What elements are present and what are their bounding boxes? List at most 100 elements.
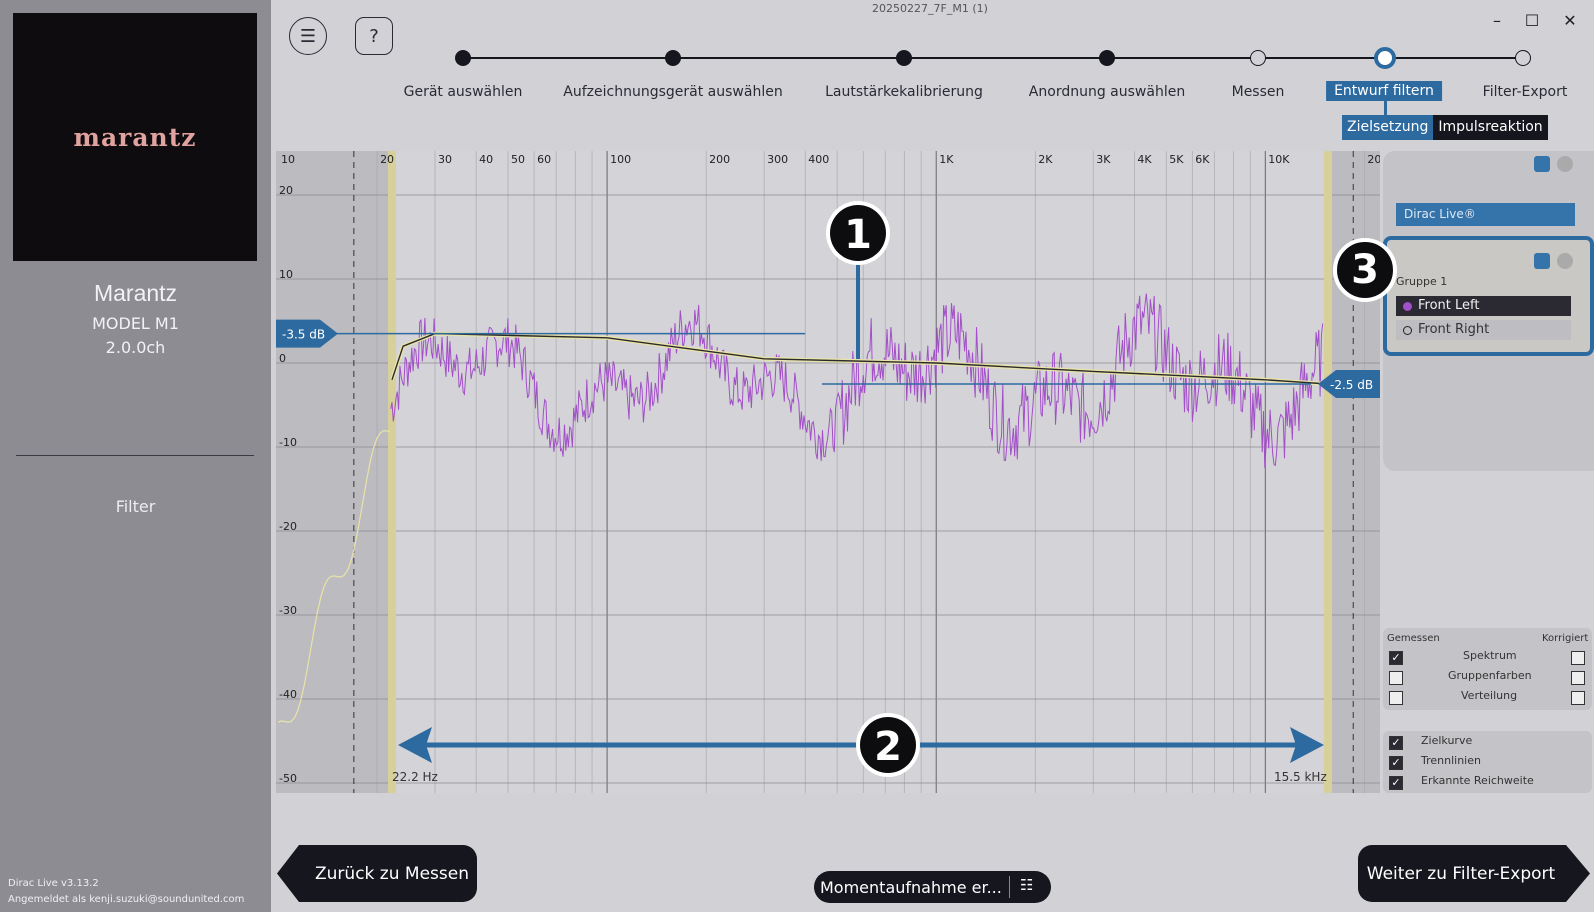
display-options-graph bbox=[1383, 731, 1592, 793]
x-tick-label: 30 bbox=[438, 153, 452, 166]
tab-target-setting[interactable]: Zielsetzung bbox=[1342, 115, 1434, 140]
step-select-device[interactable]: Gerät auswählen bbox=[403, 84, 523, 100]
high-limit-label: 15.5 kHz bbox=[1274, 770, 1327, 784]
option-label: Spektrum bbox=[1463, 649, 1517, 662]
graph-background bbox=[276, 151, 1380, 793]
callout-badge bbox=[860, 717, 916, 773]
dirac-live-item[interactable]: Dirac Live® bbox=[1396, 203, 1575, 226]
step-dot-6[interactable] bbox=[1374, 47, 1396, 69]
target-curve bbox=[391, 332, 1328, 385]
step-select-arrangement[interactable]: Anordnung auswählen bbox=[1028, 84, 1186, 100]
group-settings-icon[interactable] bbox=[1557, 253, 1573, 269]
x-tick-label: 40 bbox=[479, 153, 493, 166]
spectrum-corrected-checkbox[interactable] bbox=[1571, 651, 1585, 665]
step-volume-calibration[interactable]: Lautstärkekalibrierung bbox=[825, 84, 983, 100]
group-layout-icon[interactable] bbox=[1534, 253, 1550, 269]
target-curve-checkbox[interactable]: ✓ bbox=[1389, 736, 1403, 750]
step-dot-2[interactable] bbox=[665, 50, 681, 66]
step-dot-4[interactable] bbox=[1099, 50, 1115, 66]
callout-badge-3: 3 bbox=[1333, 238, 1397, 302]
channel-color-dot bbox=[1403, 302, 1412, 311]
layout-icon[interactable] bbox=[1534, 156, 1550, 172]
high-range-handle bbox=[1323, 151, 1332, 793]
dividers-checkbox[interactable]: ✓ bbox=[1389, 756, 1403, 770]
channel-front-left[interactable]: Front Left bbox=[1396, 296, 1571, 316]
option-row-target-curve: ✓ Zielkurve bbox=[1383, 734, 1592, 752]
y-tick-label: 0 bbox=[279, 352, 286, 365]
x-tick-label: 1K bbox=[939, 153, 954, 166]
step-filter-export[interactable]: Filter-Export bbox=[1482, 84, 1568, 100]
corrected-header: Korrigiert bbox=[1542, 633, 1589, 644]
x-tick-label: 2K bbox=[1038, 153, 1053, 166]
low-range-handle bbox=[387, 151, 396, 793]
option-row-distribution: Verteilung bbox=[1383, 689, 1592, 707]
detected-range-checkbox[interactable]: ✓ bbox=[1389, 776, 1403, 790]
snapshot-button[interactable]: Momentaufnahme er... ☷ bbox=[814, 871, 1051, 903]
option-row-spectrum: ✓ Spektrum bbox=[1383, 649, 1592, 667]
menu-button[interactable]: ☰ bbox=[289, 17, 327, 55]
option-row-group-colors: Gruppenfarben bbox=[1383, 669, 1592, 687]
close-icon[interactable]: ✕ bbox=[1563, 11, 1577, 30]
next-to-filter-export-button[interactable]: Weiter zu Filter-Export bbox=[1358, 845, 1590, 902]
x-tick-label: 100 bbox=[610, 153, 631, 166]
y-tick-label: -50 bbox=[279, 772, 297, 785]
step-measure[interactable]: Messen bbox=[1231, 84, 1285, 100]
x-tick-label: 3K bbox=[1096, 153, 1111, 166]
snapshot-divider bbox=[1009, 876, 1010, 898]
x-tick-label: 6K bbox=[1195, 153, 1210, 166]
callout-number: 1 bbox=[844, 212, 872, 258]
back-to-measure-button[interactable]: Zurück zu Messen bbox=[277, 845, 477, 902]
distribution-corrected-checkbox[interactable] bbox=[1571, 691, 1585, 705]
step-dot-1[interactable] bbox=[455, 50, 471, 66]
help-icon: ? bbox=[369, 25, 379, 47]
device-name: Marantz bbox=[93, 280, 178, 306]
sidebar: marantz Marantz MODEL M1 2.0.0ch Filter … bbox=[0, 0, 271, 912]
frequency-response-graph[interactable]: 10 20 30 40 50 60 100 200 300 400 1K 2K 3K 4K 5K 6K 10K 2… bbox=[276, 151, 1380, 793]
minimize-icon[interactable]: – bbox=[1493, 11, 1501, 30]
callout-badge bbox=[830, 205, 886, 261]
x-tick-label: 300 bbox=[767, 153, 788, 166]
step-dot-3[interactable] bbox=[896, 50, 912, 66]
channel-front-right[interactable]: Front Right bbox=[1396, 320, 1571, 340]
option-label: Trennlinien bbox=[1421, 754, 1481, 767]
step-select-recorder[interactable]: Aufzeichnungsgerät auswählen bbox=[563, 84, 783, 100]
groupcolors-corrected-checkbox[interactable] bbox=[1571, 671, 1585, 685]
sidebar-section-filter: Filter bbox=[115, 497, 156, 516]
menu-icon: ☰ bbox=[299, 25, 317, 47]
x-tick-label: 5K bbox=[1169, 153, 1184, 166]
x-tick-label: 4K bbox=[1137, 153, 1152, 166]
channel-label: Front Right bbox=[1418, 322, 1490, 337]
x-tick-label: 400 bbox=[808, 153, 829, 166]
high-gain-label: -2.5 dB bbox=[1330, 378, 1373, 392]
group-label: Gruppe 1 bbox=[1396, 275, 1448, 288]
x-tick-label: 10 bbox=[281, 153, 295, 166]
y-tick-label: -10 bbox=[279, 436, 297, 449]
x-tick-label: 60 bbox=[537, 153, 551, 166]
maximize-icon[interactable]: ☐ bbox=[1524, 11, 1540, 30]
channel-color-dot bbox=[1403, 326, 1412, 335]
y-tick-label: -30 bbox=[279, 604, 297, 617]
distribution-measured-checkbox[interactable] bbox=[1389, 691, 1403, 705]
brand-logo: marantz bbox=[13, 13, 257, 261]
app-version: Dirac Live v3.13.2 bbox=[8, 878, 99, 889]
groupcolors-measured-checkbox[interactable] bbox=[1389, 671, 1403, 685]
y-tick-label: 20 bbox=[279, 184, 293, 197]
option-row-detected-range: ✓ Erkannte Reichweite bbox=[1383, 774, 1592, 792]
step-filter-design[interactable]: Entwurf filtern bbox=[1326, 81, 1442, 101]
option-label: Verteilung bbox=[1461, 689, 1518, 702]
help-button[interactable]: ? bbox=[355, 17, 393, 55]
spectrum-measured-checkbox[interactable]: ✓ bbox=[1389, 651, 1403, 665]
x-tick-label: 20 bbox=[380, 153, 394, 166]
brand-logo-text: marantz bbox=[73, 122, 197, 152]
option-label: Zielkurve bbox=[1421, 734, 1473, 747]
list-icon[interactable]: ☷ bbox=[1020, 876, 1034, 894]
subtab-connector bbox=[1384, 98, 1387, 115]
y-tick-label: -40 bbox=[279, 688, 297, 701]
tab-impulse-response[interactable]: Impulsreaktion bbox=[1433, 115, 1548, 140]
low-gain-handle bbox=[276, 319, 338, 348]
step-dot-7[interactable] bbox=[1515, 50, 1531, 66]
step-dot-5[interactable] bbox=[1250, 50, 1266, 66]
y-tick-label: -20 bbox=[279, 520, 297, 533]
channel-label: Front Left bbox=[1418, 298, 1480, 313]
settings-icon[interactable] bbox=[1557, 156, 1573, 172]
